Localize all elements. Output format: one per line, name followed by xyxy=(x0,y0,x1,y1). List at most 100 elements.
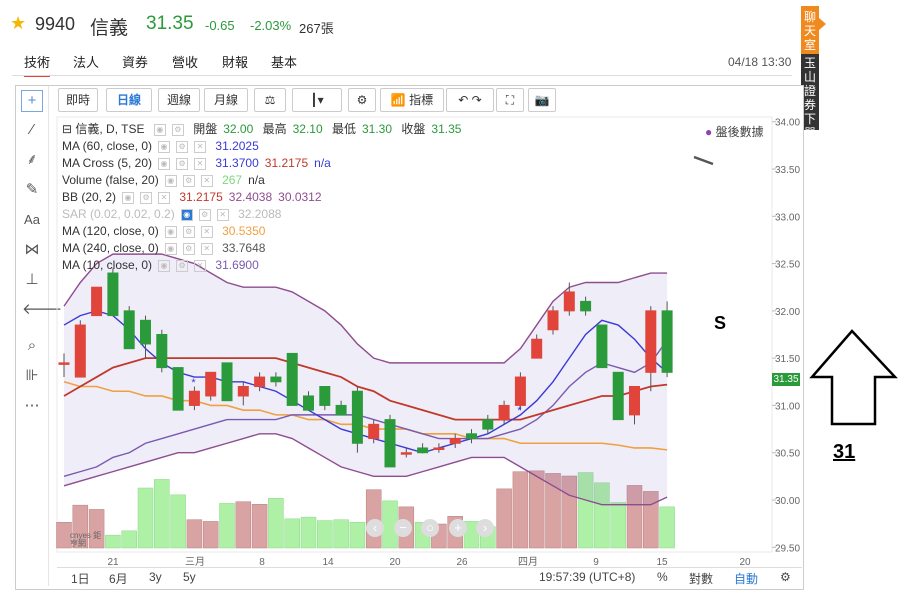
undo-redo-icon[interactable]: ↶ ↷ xyxy=(446,88,494,112)
intraday-button[interactable]: 即時 xyxy=(58,88,98,112)
last-price-tag: 31.35 xyxy=(772,373,800,386)
daily-button[interactable]: 日線 xyxy=(106,88,152,112)
gear-icon[interactable]: ⚙ xyxy=(176,140,189,153)
candle-body xyxy=(319,386,331,406)
symbol-label: ⊟ 信義, D, TSE xyxy=(62,122,145,136)
log-toggle[interactable]: 對數 xyxy=(689,572,714,586)
gear-icon[interactable]: ⚙ xyxy=(140,191,153,204)
y-tick-label: 33.00 xyxy=(775,212,800,223)
low-label: 最低 xyxy=(331,122,356,136)
brush-icon[interactable]: ✎ xyxy=(25,181,39,198)
candle-body xyxy=(156,334,168,369)
volume-bar xyxy=(202,521,219,549)
tab-institutional[interactable]: 法人 xyxy=(73,55,100,70)
gear-icon[interactable]: ⚙ xyxy=(176,259,189,272)
broker-order-tab[interactable]: 玉山證券下單 xyxy=(801,54,819,140)
more-icon[interactable]: ⋯ xyxy=(24,397,40,414)
compare-icon[interactable]: ⚖ xyxy=(254,88,286,112)
eye-icon[interactable]: ◉ xyxy=(153,123,166,136)
volume-bar xyxy=(284,518,300,549)
crosshair-icon[interactable]: + xyxy=(21,90,43,112)
candle-body xyxy=(91,286,103,317)
candle-body xyxy=(303,395,314,411)
gear-icon[interactable]: ⚙ xyxy=(182,242,195,255)
gear-icon[interactable]: ⚙ xyxy=(176,157,189,170)
eye-icon[interactable]: ◉ xyxy=(180,208,193,221)
pattern-tool-icon[interactable]: ⋈ xyxy=(24,241,40,258)
zoom-out-icon[interactable]: − xyxy=(394,519,412,537)
chat-room-tab[interactable]: 聊天室 xyxy=(801,6,819,56)
close-icon[interactable]: ✕ xyxy=(200,174,213,187)
tab-basic[interactable]: 基本 xyxy=(271,55,298,70)
volume-bar xyxy=(626,485,643,549)
eye-icon[interactable]: ◉ xyxy=(122,191,135,204)
candle-body xyxy=(384,419,396,468)
close-icon[interactable]: ✕ xyxy=(194,140,207,153)
gear-icon[interactable]: ⚙ xyxy=(182,174,195,187)
camera-icon[interactable]: 📷 xyxy=(528,88,556,112)
gear-icon[interactable]: ⚙ xyxy=(171,123,184,136)
eye-icon[interactable]: ◉ xyxy=(158,140,171,153)
close-icon[interactable]: ✕ xyxy=(200,242,213,255)
weekly-button[interactable]: 週線 xyxy=(158,88,200,112)
tab-margin[interactable]: 資券 xyxy=(122,55,149,70)
tab-technical[interactable]: 技術 xyxy=(24,52,51,77)
range-3y[interactable]: 3y xyxy=(149,570,162,584)
auto-toggle[interactable]: 自動 xyxy=(734,572,759,586)
settings-icon[interactable]: ⚙ xyxy=(780,570,791,584)
range-6m[interactable]: 6月 xyxy=(109,572,128,586)
candle-body xyxy=(351,390,363,444)
volume-value-1: 267 xyxy=(222,173,243,187)
x-tick-label: 三月 xyxy=(185,556,205,568)
zoom-in-icon[interactable]: + xyxy=(449,519,467,537)
annotation-31: 31 xyxy=(833,441,856,463)
eye-icon[interactable]: ◉ xyxy=(164,242,177,255)
dot-icon: ● xyxy=(705,125,713,139)
close-icon[interactable]: ✕ xyxy=(158,191,171,204)
eye-icon[interactable]: ◉ xyxy=(158,259,171,272)
y-tick-label: 34.00 xyxy=(775,118,800,129)
tab-revenue[interactable]: 營收 xyxy=(172,55,199,70)
post-market-data-link[interactable]: ● 盤後數據 xyxy=(705,123,764,140)
eye-icon[interactable]: ◉ xyxy=(164,174,177,187)
favorite-star-icon[interactable]: ★ xyxy=(10,13,27,33)
close-icon[interactable]: ✕ xyxy=(194,259,207,272)
scroll-right-icon[interactable]: › xyxy=(476,519,494,537)
volume-bar xyxy=(300,516,317,549)
measure-tool-icon[interactable]: ⊥ xyxy=(25,271,39,288)
candle-body xyxy=(107,272,119,317)
percent-toggle[interactable]: % xyxy=(657,570,668,584)
close-label: 收盤 xyxy=(401,122,426,136)
indicators-button[interactable]: 📶 指標 xyxy=(380,88,444,112)
fib-tool-icon[interactable]: ⸙ xyxy=(26,151,38,168)
range-1d[interactable]: 1日 xyxy=(71,572,90,586)
tab-financials[interactable]: 財報 xyxy=(222,55,249,70)
monthly-button[interactable]: 月線 xyxy=(204,88,248,112)
eye-icon[interactable]: ◉ xyxy=(164,225,177,238)
candle-body xyxy=(547,310,559,331)
scroll-left-icon[interactable]: ‹ xyxy=(366,519,384,537)
eye-icon[interactable]: ◉ xyxy=(158,157,171,170)
volume-bar xyxy=(235,501,252,549)
gear-icon[interactable]: ⚙ xyxy=(198,208,211,221)
settings-icon[interactable]: ⚙ xyxy=(348,88,376,112)
candle-body xyxy=(123,310,135,350)
zoom-icon[interactable]: ⌕ xyxy=(27,337,37,354)
trend-line-icon[interactable]: ⁄ xyxy=(30,121,34,138)
text-tool-icon[interactable]: Aa xyxy=(24,212,40,227)
candle-body xyxy=(237,386,249,397)
range-5y[interactable]: 5y xyxy=(183,570,196,584)
drawing-toolbar: + ⁄ ⸙ ✎ Aa ⋈ ⊥ 🡐 ⌕ ⊪ ⋯ xyxy=(16,86,62,586)
close-icon[interactable]: ✕ xyxy=(194,157,207,170)
fullscreen-icon[interactable]: ⛶ xyxy=(496,88,524,112)
gear-icon[interactable]: ⚙ xyxy=(182,225,195,238)
volume-bar xyxy=(137,487,154,549)
close-icon[interactable]: ✕ xyxy=(200,225,213,238)
close-icon[interactable]: ✕ xyxy=(216,208,229,221)
reset-icon[interactable]: ○ xyxy=(421,519,439,537)
chart-style-icon[interactable]: ┃▾ xyxy=(292,88,342,112)
x-tick-label: 14 xyxy=(322,557,334,568)
ruler-icon[interactable]: ⊪ xyxy=(25,367,39,384)
volume-bar xyxy=(577,472,594,549)
